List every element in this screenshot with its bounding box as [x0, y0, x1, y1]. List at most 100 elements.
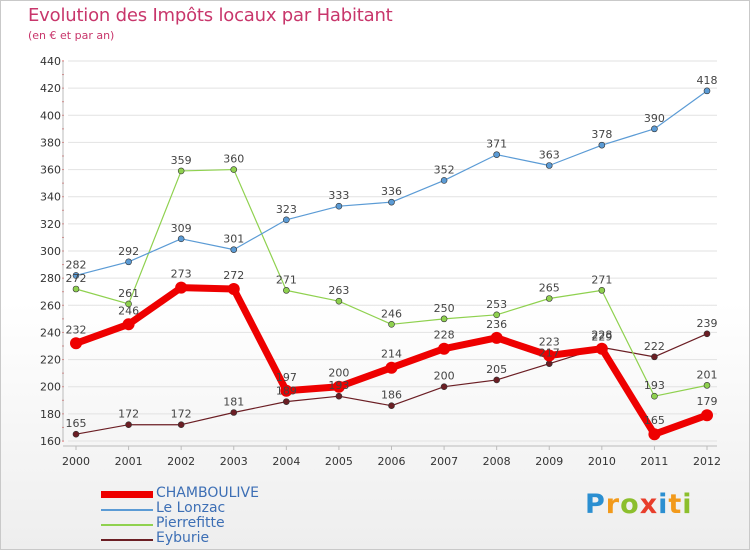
data-point-le-lonzac — [388, 198, 395, 206]
data-point-chamboulive — [490, 331, 503, 344]
data-label-chamboulive: 273 — [171, 268, 192, 281]
data-point-chamboulive — [70, 337, 82, 350]
x-tick-label: 2009 — [535, 455, 563, 468]
data-point-eyburie — [283, 398, 290, 405]
data-point-chamboulive — [543, 349, 556, 362]
data-point-le-lonzac — [440, 177, 448, 184]
grid — [68, 60, 717, 442]
data-point-chamboulive — [385, 361, 398, 374]
legend-label: Eyburie — [156, 530, 210, 546]
data-point-eyburie — [72, 430, 80, 438]
data-label-le-lonzac: 378 — [591, 128, 612, 141]
data-point-pierrefitte — [283, 287, 290, 294]
data-point-pierrefitte — [493, 311, 500, 319]
data-point-le-lonzac — [230, 246, 238, 253]
data-label-eyburie: 217 — [539, 347, 560, 360]
x-tick-label: 2007 — [430, 455, 458, 468]
legend-label: Le Lonzac — [156, 500, 226, 516]
data-label-pierrefitte: 263 — [328, 284, 349, 297]
data-label-chamboulive: 228 — [434, 329, 455, 342]
x-tick-label: 2012 — [693, 455, 721, 468]
data-point-eyburie — [388, 402, 395, 410]
data-point-pierrefitte — [651, 392, 658, 400]
x-tick-label: 2003 — [220, 455, 248, 468]
data-point-le-lonzac — [703, 87, 711, 95]
data-label-le-lonzac: 282 — [66, 258, 87, 271]
legend-swatch — [101, 539, 153, 541]
data-point-eyburie — [230, 409, 238, 416]
data-point-eyburie — [177, 421, 185, 429]
data-label-eyburie: 181 — [223, 396, 244, 409]
data-label-pierrefitte: 246 — [381, 307, 402, 320]
y-tick-label: 400 — [40, 109, 61, 122]
data-point-eyburie — [440, 383, 448, 391]
data-point-chamboulive — [595, 342, 608, 355]
data-point-pierrefitte — [440, 315, 448, 323]
data-point-pierrefitte — [230, 166, 238, 173]
data-label-pierrefitte: 272 — [66, 272, 87, 285]
data-label-le-lonzac: 371 — [486, 138, 507, 151]
data-label-eyburie: 186 — [381, 389, 402, 402]
data-label-le-lonzac: 292 — [118, 245, 139, 258]
y-tick-label: 440 — [40, 55, 61, 68]
logo-letter: i — [658, 489, 669, 520]
x-tick-label: 2004 — [272, 455, 300, 468]
data-point-le-lonzac — [493, 151, 500, 158]
x-tick-label: 2011 — [640, 455, 668, 468]
legend-swatch — [101, 524, 153, 526]
legend-label: Pierrefitte — [156, 515, 225, 531]
data-label-chamboulive: 197 — [276, 371, 297, 384]
data-label-pierrefitte: 271 — [591, 273, 612, 286]
data-label-eyburie: 165 — [66, 417, 87, 430]
data-label-pierrefitte: 271 — [276, 273, 297, 286]
data-point-chamboulive — [280, 384, 293, 397]
data-label-eyburie: 189 — [276, 385, 297, 398]
data-label-chamboulive: 236 — [486, 318, 507, 331]
data-label-eyburie: 193 — [328, 379, 349, 392]
data-point-eyburie — [651, 353, 658, 361]
data-point-pierrefitte — [388, 320, 395, 328]
x-tick-label: 2006 — [378, 455, 406, 468]
data-labels: 165 172 172 181 189 193 186 200 205 217 229 222 239 2… — [66, 74, 718, 430]
data-label-le-lonzac: 363 — [539, 149, 560, 162]
data-point-eyburie — [493, 376, 500, 384]
data-point-le-lonzac — [651, 125, 658, 133]
logo-letter: t — [668, 489, 683, 520]
data-point-le-lonzac — [283, 216, 290, 224]
data-label-pierrefitte: 360 — [223, 153, 244, 166]
data-point-le-lonzac — [72, 272, 80, 279]
data-point-chamboulive — [701, 409, 713, 422]
data-label-chamboulive: 200 — [328, 367, 349, 380]
data-point-chamboulive — [175, 281, 188, 294]
y-tick-label: 160 — [40, 435, 61, 448]
data-label-chamboulive: 228 — [591, 329, 612, 342]
data-point-eyburie — [335, 392, 343, 400]
data-point-chamboulive — [648, 428, 661, 441]
y-tick-label: 200 — [40, 381, 61, 394]
logo-letter: o — [620, 489, 640, 520]
data-point-le-lonzac — [335, 202, 343, 210]
x-tick-label: 2008 — [483, 455, 511, 468]
series-line-le-lonzac — [75, 90, 708, 277]
data-point-pierrefitte — [72, 285, 80, 293]
logo-letter: P — [585, 489, 606, 520]
y-tick-label: 280 — [40, 272, 61, 285]
data-label-pierrefitte: 193 — [644, 379, 665, 392]
proxiti-logo: Proxiti — [585, 489, 693, 520]
data-point-pierrefitte — [545, 295, 553, 302]
data-point-chamboulive — [332, 380, 345, 393]
y-tick-label: 320 — [40, 218, 61, 231]
data-point-chamboulive — [122, 318, 135, 331]
data-label-le-lonzac: 323 — [276, 203, 297, 216]
data-label-le-lonzac: 390 — [644, 112, 665, 125]
logo-letter: x — [639, 489, 659, 520]
data-label-chamboulive: 223 — [539, 336, 560, 349]
data-point-eyburie — [545, 360, 553, 367]
data-label-pierrefitte: 265 — [539, 282, 560, 295]
data-label-chamboulive: 272 — [223, 269, 244, 282]
axes: 160 180 200 220 240 260 280 300 320 340 360 380 400 4… — [40, 55, 721, 468]
y-tick-label: 300 — [40, 245, 61, 258]
x-tick-label: 2000 — [62, 455, 90, 468]
